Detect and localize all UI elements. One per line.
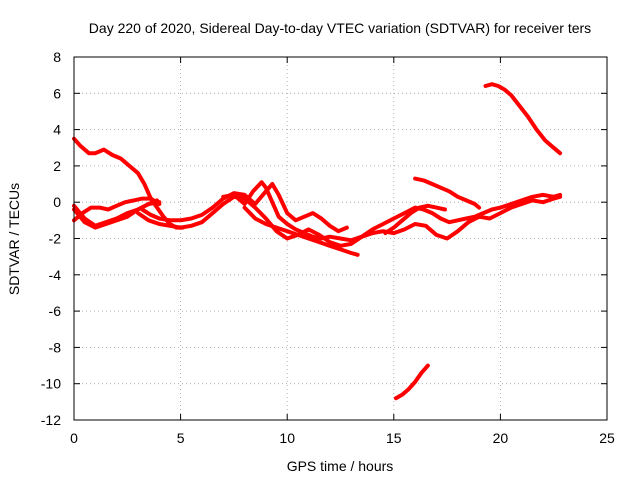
series-line-arc-6	[140, 182, 349, 234]
y-tick-label: 0	[53, 194, 61, 210]
series-line-arc-7	[221, 180, 563, 243]
series-line-arc-2	[72, 196, 162, 223]
y-tick-label: 6	[53, 85, 61, 101]
x-tick-label: 20	[493, 430, 509, 446]
y-tick-label: -4	[49, 267, 62, 283]
series-line-arc-10	[413, 176, 482, 210]
series-line-arc-11	[483, 82, 563, 156]
series-group	[72, 82, 563, 401]
axis-ticks: 0 5 10 15 20 25 -12 -10 -8 -6 -4 -2 0 2 4 6 8	[41, 49, 615, 446]
y-tick-label: -8	[49, 339, 62, 355]
x-tick-label: 0	[70, 430, 78, 446]
x-tick-label: 5	[177, 430, 185, 446]
grid	[74, 57, 607, 420]
chart-title: Day 220 of 2020, Sidereal Day-to-day VTE…	[89, 20, 591, 36]
y-tick-label: -2	[49, 231, 62, 247]
x-tick-label: 10	[279, 430, 295, 446]
series-line-arc-8	[242, 205, 360, 257]
y-tick-label: 4	[53, 122, 61, 138]
y-tick-label: -12	[41, 412, 61, 428]
x-tick-label: 25	[599, 430, 615, 446]
y-axis-title: SDTVAR / TECUs	[6, 183, 22, 295]
series-line-arc-12	[393, 363, 430, 401]
x-tick-label: 15	[386, 430, 402, 446]
y-tick-label: 2	[53, 158, 61, 174]
y-tick-label: -10	[41, 376, 61, 392]
series-line-arc-9	[383, 203, 447, 236]
x-axis-title: GPS time / hours	[287, 458, 394, 474]
y-tick-label: -6	[49, 303, 62, 319]
series-line-arc-4	[72, 198, 160, 230]
series-line-arc-5	[136, 194, 563, 248]
y-tick-label: 8	[53, 49, 61, 65]
